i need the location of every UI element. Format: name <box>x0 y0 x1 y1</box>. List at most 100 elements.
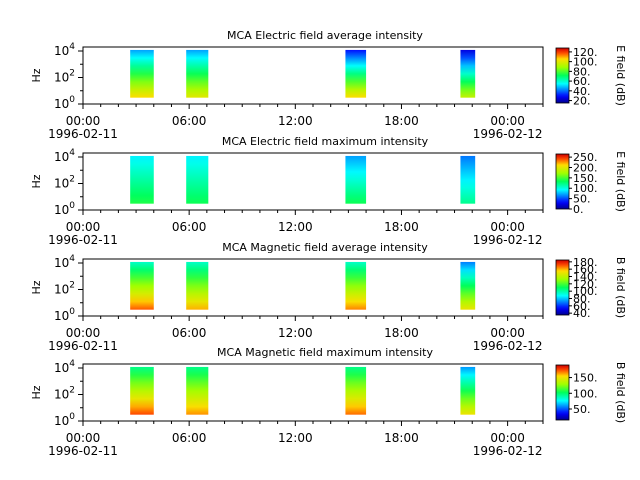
colorbar-tick-label: 20. <box>573 95 591 108</box>
y-tick-label: 100 <box>54 412 75 428</box>
x-tick-date: 1996-02-12 <box>473 339 543 353</box>
colorbar-label: B field (dB) <box>614 362 627 423</box>
y-axis-label: Hz <box>30 385 43 399</box>
colorbar-label: E field (dB) <box>614 45 627 106</box>
colorbar-tick-label: 200. <box>573 161 598 174</box>
x-tick-date: 1996-02-12 <box>473 444 543 458</box>
colorbar-tick-label: 180. <box>573 256 598 269</box>
x-tick-label: 12:00 <box>278 220 313 234</box>
x-tick-label: 00:00 <box>66 220 101 234</box>
x-tick-date: 1996-02-12 <box>473 127 543 141</box>
x-tick-label: 00:00 <box>66 114 101 128</box>
colorbar-tick-label: 150. <box>573 372 598 385</box>
colorbar-tick-label: 100. <box>573 182 598 195</box>
x-tick-date: 1996-02-12 <box>473 233 543 247</box>
y-tick-label: 102 <box>54 280 75 296</box>
x-tick-label: 12:00 <box>278 326 313 340</box>
data-block <box>460 366 476 415</box>
x-tick-label: 06:00 <box>172 220 207 234</box>
colorbar <box>555 364 570 421</box>
y-tick-label: 102 <box>54 68 75 84</box>
colorbar-tick-label: 140. <box>573 271 598 284</box>
colorbar-tick-label: 40. <box>573 85 591 98</box>
colorbar-tick-label: 40. <box>573 307 591 320</box>
x-tick-date: 1996-02-11 <box>48 339 118 353</box>
data-block <box>130 366 154 415</box>
x-tick-label: 06:00 <box>172 431 207 445</box>
x-tick-label: 18:00 <box>384 114 419 128</box>
y-tick-label: 104 <box>54 42 75 58</box>
y-axis-label: Hz <box>30 68 43 82</box>
data-block <box>130 155 154 204</box>
panel-4: MCA Magnetic field maximum intensity 100 1… <box>30 346 627 458</box>
colorbar-tick-label: 250. <box>573 151 598 164</box>
x-tick-label: 18:00 <box>384 326 419 340</box>
y-tick-label: 104 <box>54 254 75 270</box>
y-tick-label: 100 <box>54 307 75 323</box>
colorbar-tick-label: 80. <box>573 65 591 78</box>
data-block <box>186 155 209 204</box>
x-tick-label: 18:00 <box>384 431 419 445</box>
y-axis-label: Hz <box>30 280 43 294</box>
colorbar-tick-label: 60. <box>573 300 591 313</box>
data-block <box>345 155 367 204</box>
data-block <box>345 49 367 98</box>
x-tick-label: 00:00 <box>66 431 101 445</box>
data-block <box>186 261 209 310</box>
panel-title: MCA Magnetic field average intensity <box>222 241 428 254</box>
panel-3: MCA Magnetic field average intensity 100 1… <box>30 241 627 353</box>
data-block <box>130 261 154 310</box>
y-tick-label: 100 <box>54 95 75 111</box>
y-tick-label: 104 <box>54 148 75 164</box>
y-tick-label: 104 <box>54 359 75 375</box>
colorbar <box>555 259 570 316</box>
x-tick-label: 12:00 <box>278 431 313 445</box>
colorbar-tick-label: 120. <box>573 46 598 59</box>
x-tick-label: 00:00 <box>490 114 525 128</box>
data-block <box>460 261 476 310</box>
panel-title: MCA Magnetic field maximum intensity <box>217 346 433 359</box>
data-block <box>460 155 476 204</box>
colorbar-tick-label: 50. <box>573 403 591 416</box>
data-block <box>345 366 367 415</box>
y-tick-label: 100 <box>54 201 75 217</box>
colorbar-tick-label: 100. <box>573 285 598 298</box>
x-tick-label: 06:00 <box>172 326 207 340</box>
colorbar-tick-label: 160. <box>573 263 598 276</box>
panel-2: MCA Electric field maximum intensity 100 1… <box>30 135 627 247</box>
x-tick-date: 1996-02-11 <box>48 127 118 141</box>
data-block <box>186 49 209 98</box>
colorbar-tick-label: 50. <box>573 193 591 206</box>
colorbar-tick-label: 60. <box>573 75 591 88</box>
y-tick-label: 102 <box>54 385 75 401</box>
colorbar-tick-label: 100. <box>573 387 598 400</box>
colorbar-label: E field (dB) <box>614 151 627 212</box>
data-block <box>460 49 476 98</box>
x-tick-label: 00:00 <box>490 326 525 340</box>
colorbar <box>555 153 570 210</box>
panel-title: MCA Electric field maximum intensity <box>222 135 429 148</box>
y-tick-label: 102 <box>54 174 75 190</box>
colorbar-tick-label: 100. <box>573 56 598 69</box>
x-tick-label: 12:00 <box>278 114 313 128</box>
data-block <box>345 261 367 310</box>
x-tick-label: 00:00 <box>66 326 101 340</box>
colorbar-tick-label: 150. <box>573 172 598 185</box>
colorbar-tick-label: 0. <box>573 203 584 216</box>
x-tick-date: 1996-02-11 <box>48 233 118 247</box>
x-tick-label: 00:00 <box>490 431 525 445</box>
panel-title: MCA Electric field average intensity <box>227 29 423 42</box>
colorbar <box>555 47 570 104</box>
x-tick-label: 00:00 <box>490 220 525 234</box>
data-block <box>130 49 154 98</box>
data-block <box>186 366 209 415</box>
colorbar-tick-label: 120. <box>573 278 598 291</box>
colorbar-label: B field (dB) <box>614 257 627 318</box>
colorbar-tick-label: 80. <box>573 293 591 306</box>
x-tick-label: 06:00 <box>172 114 207 128</box>
y-axis-label: Hz <box>30 174 43 188</box>
x-tick-date: 1996-02-11 <box>48 444 118 458</box>
panel-1: MCA Electric field average intensity 100 1… <box>30 29 627 141</box>
x-tick-label: 18:00 <box>384 220 419 234</box>
